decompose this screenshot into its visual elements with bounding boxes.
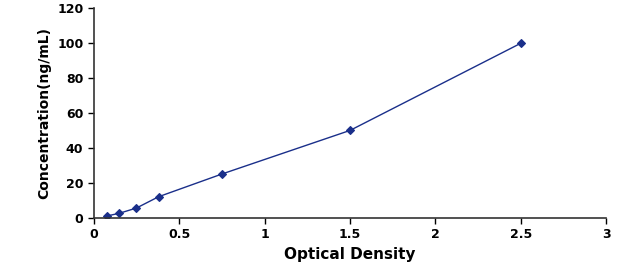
X-axis label: Optical Density: Optical Density <box>284 247 416 262</box>
Y-axis label: Concentration(ng/mL): Concentration(ng/mL) <box>38 27 51 199</box>
